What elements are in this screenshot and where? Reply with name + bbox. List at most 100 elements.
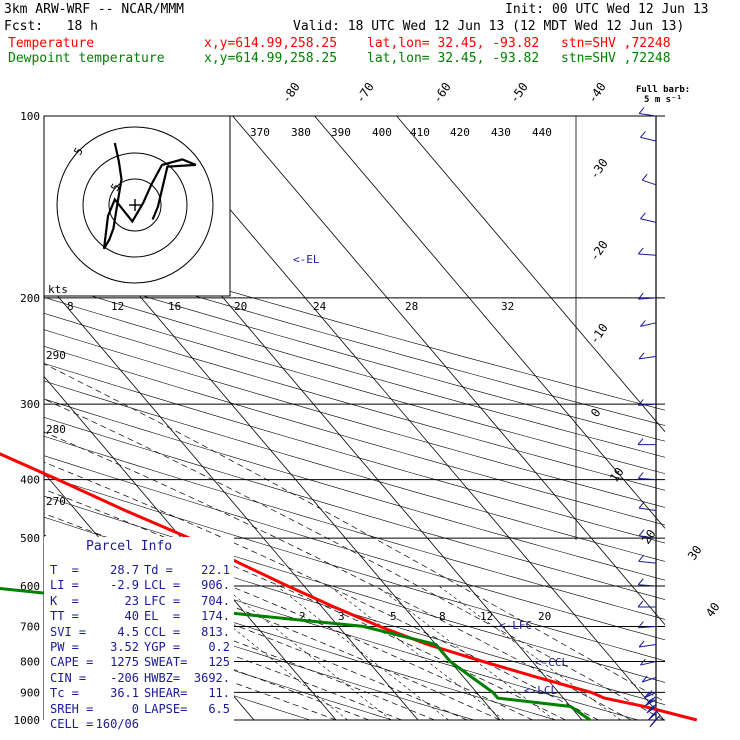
theta-label: 400 (372, 126, 392, 139)
parcel-info-box: Parcel Info T = 28.7 Td = 22.1 LI = -2.9 LCL =… (44, 537, 234, 731)
wind-barb-flag (638, 554, 644, 562)
isotherm-line (314, 116, 665, 529)
theta-label: 410 (410, 126, 430, 139)
parcel-key: HWBZ= (144, 670, 181, 685)
isotherm-right-label: 40 (703, 600, 723, 620)
dry-adiabat (44, 281, 665, 458)
dry-adiabat (44, 435, 665, 620)
barb-legend-title: Full barb: (636, 85, 691, 95)
pressure-tick-label: 700 (20, 620, 40, 633)
isotherm-right-label: -20 (587, 238, 611, 264)
parcel-value: 40 (124, 609, 139, 624)
barb-legend-unit: 5 m s⁻¹ (644, 95, 682, 105)
parcel-value: 3692. (193, 670, 230, 685)
dry-adiabat (44, 329, 665, 508)
wind-barb-flag (637, 247, 644, 255)
wind-barb (642, 676, 657, 683)
valid-time: Valid: 18 UTC Wed 12 Jun 13 (12 MDT Wed … (293, 19, 685, 34)
pressure-tick-label: 800 (20, 655, 40, 668)
wind-barb-flag (637, 438, 644, 445)
model-title: 3km ARW-WRF -- NCAR/MMM (4, 2, 185, 17)
mixing-ratio-label-lower: 5 (390, 610, 397, 623)
dry-adiabat (44, 312, 665, 491)
parcel-value: 1275 (110, 655, 139, 670)
theta-e-label: 290 (46, 349, 66, 362)
level-annotations: <-EL <-LFC <-CCL <-LCL (293, 253, 568, 697)
wind-barb (639, 644, 657, 648)
wind-barb (639, 113, 657, 117)
parcel-value: 36.1 (110, 686, 139, 701)
parcel-key: Tc = (50, 686, 79, 701)
parcel-key: T = (50, 563, 79, 577)
parcel-key: LCL = (144, 578, 181, 593)
pressure-tick-label: 400 (20, 474, 40, 487)
isotherm-right-label: 30 (685, 543, 705, 563)
isotherm-top-label: -60 (430, 80, 454, 106)
wind-barb-flag (646, 706, 653, 714)
mixing-ratio-label-upper: 16 (168, 300, 181, 313)
wind-barb-flag (640, 212, 646, 220)
temperature-legend-name: Temperature (8, 36, 95, 51)
wind-barb-flag (644, 691, 650, 699)
parcel-key: SREH = (50, 701, 94, 716)
wind-barb-flag (637, 621, 644, 629)
parcel-value: -2.9 (110, 578, 139, 593)
dry-adiabat (44, 398, 665, 581)
theta-e-label: 270 (46, 495, 66, 508)
theta-e-label: 280 (46, 423, 66, 436)
parcel-key: SVI = (50, 624, 87, 639)
mixing-ratio-label-upper: 12 (111, 300, 124, 313)
wind-barb-flag (640, 658, 646, 666)
mixing-ratio-label-lower: 8 (439, 610, 446, 623)
parcel-value: 174. (201, 609, 230, 624)
dry-adiabat (44, 417, 665, 600)
wind-barb-flag (637, 600, 644, 608)
dry-adiabat (44, 251, 665, 426)
parcel-value: 0.2 (208, 640, 230, 654)
parcel-value: 11. (208, 686, 230, 701)
wind-barb-flag (641, 675, 648, 683)
parcel-key: TT = (50, 609, 79, 624)
wind-barb (639, 507, 657, 512)
level-annotation: <-EL (293, 253, 320, 266)
parcel-key: LAPSE= (144, 701, 188, 716)
wind-barb (639, 535, 657, 539)
parcel-key: Td = (144, 563, 173, 577)
hodograph-trace (102, 142, 197, 250)
temperature-legend-latlon: lat,lon= 32.45, -93.82 (367, 36, 540, 51)
wind-barb-flag (637, 292, 644, 300)
parcel-key: EL = (144, 609, 181, 624)
wind-barb-flag (638, 529, 645, 537)
dry-adiabat (44, 236, 665, 411)
parcel-value: 28.7 (110, 563, 139, 577)
mixing-ratio-label-lower: 2 (299, 610, 306, 623)
isotherm-top-label: -50 (507, 80, 531, 106)
dewpoint-legend-latlon: lat,lon= 32.45, -93.82 (367, 51, 540, 66)
pressure-tick-label: 1000 (14, 714, 41, 727)
wind-barb-flag (637, 472, 644, 479)
forecast-hour: Fcst: 18 h (4, 19, 98, 34)
parcel-key: CELL = (50, 717, 94, 731)
hodograph-ring (82, 152, 188, 258)
theta-label: 380 (291, 126, 311, 139)
parcel-value: 125 (208, 655, 230, 670)
parcel-key: YGP = (144, 640, 181, 654)
mixing-ratio-label-upper: 24 (313, 300, 327, 313)
level-annotation: <-LFC (499, 619, 532, 632)
parcel-value: 23 (124, 593, 139, 608)
wind-barb (638, 297, 657, 300)
wind-barb-flag (650, 703, 657, 711)
theta-label: 390 (331, 126, 351, 139)
wind-barb (640, 322, 657, 327)
wind-barb-flag (647, 697, 654, 705)
pressure-tick-label: 300 (20, 398, 40, 411)
parcel-key: SWEAT= (144, 655, 188, 670)
theta-label: 440 (532, 126, 552, 139)
isotherm-line (0, 116, 8, 720)
dry-adiabat (44, 475, 665, 662)
parcel-value: 0 (131, 701, 139, 716)
dry-adiabat (44, 363, 665, 544)
dewpoint-legend-stn: stn=SHV ,72248 (561, 51, 671, 66)
